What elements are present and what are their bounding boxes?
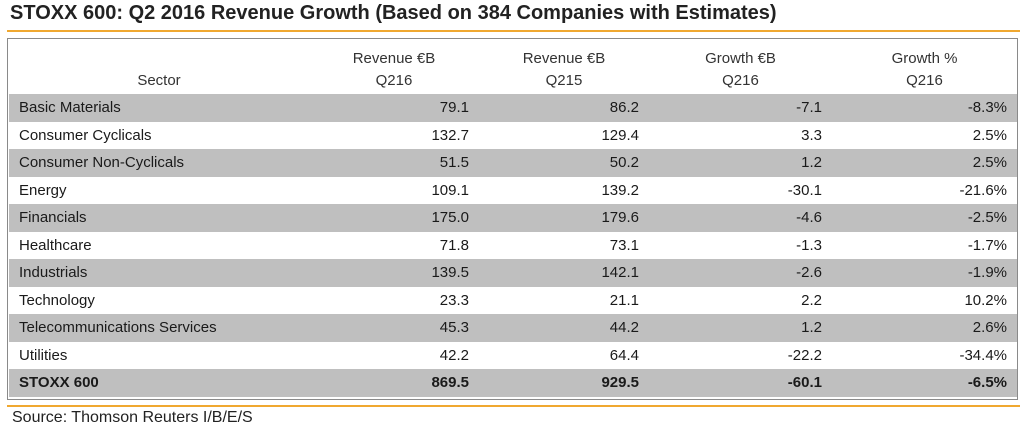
sector-cell: Consumer Non-Cyclicals xyxy=(9,149,309,177)
column-header: Growth €B xyxy=(705,50,776,67)
sector-cell: Industrials xyxy=(9,259,309,287)
value-cell: 44.2 xyxy=(479,314,649,342)
source-rule xyxy=(7,405,1020,407)
table-cell: 869.5 xyxy=(309,369,479,397)
table-row: Utilities 42.2 64.4 -22.2 -34.4% xyxy=(9,342,1017,370)
value-cell: 175.0 xyxy=(309,204,479,232)
column-header: Revenue €B xyxy=(352,50,436,67)
value-cell: -2.5% xyxy=(832,204,1017,232)
sector-cell: Technology xyxy=(19,291,95,309)
title-rule xyxy=(7,30,1020,32)
table-row: Healthcare 71.8 73.1 -1.3 -1.7% xyxy=(9,232,1017,260)
value-cell: 2.6% xyxy=(832,314,1017,342)
value-cell: 139.5 xyxy=(309,259,479,287)
sector-cell: Basic Materials xyxy=(9,94,309,122)
value-cell: 142.1 xyxy=(479,259,649,287)
column-header: Q215 xyxy=(545,72,583,89)
value-cell: 50.2 xyxy=(479,149,649,177)
value-cell: 1.2 xyxy=(649,149,832,177)
value-cell: -1.7% xyxy=(967,236,1007,254)
value-cell: 109.1 xyxy=(431,181,469,199)
sector-cell: Energy xyxy=(19,181,67,199)
value-cell: -4.6 xyxy=(649,204,832,232)
revenue-table: Revenue €B Revenue €B Growth €B Growth %… xyxy=(9,39,1017,397)
total-row: STOXX 600 869.5 929.5 -60.1 -6.5% xyxy=(9,369,1017,397)
value-cell: 42.2 xyxy=(439,346,469,364)
sector-cell: Financials xyxy=(9,204,309,232)
value-cell: 71.8 xyxy=(439,236,469,254)
value-cell: 129.4 xyxy=(601,126,639,144)
sector-cell: Healthcare xyxy=(19,236,92,254)
column-header: Q216 xyxy=(375,72,413,89)
table-row: Consumer Non-Cyclicals 51.5 50.2 1.2 2.5% xyxy=(9,149,1017,177)
value-cell: 10.2% xyxy=(964,291,1007,309)
value-cell: 23.3 xyxy=(439,291,469,309)
column-header: Q216 xyxy=(906,72,943,89)
value-cell: -21.6% xyxy=(959,181,1007,199)
value-cell: -22.2 xyxy=(787,346,822,364)
table-frame xyxy=(7,38,1018,400)
table-cell: STOXX 600 xyxy=(9,369,309,397)
value-cell: 2.5% xyxy=(832,149,1017,177)
column-header: Revenue €B xyxy=(522,50,606,67)
value-cell: -34.4% xyxy=(959,346,1007,364)
value-cell: 132.7 xyxy=(431,126,469,144)
value-cell: -7.1 xyxy=(649,94,832,122)
value-cell: 139.2 xyxy=(601,181,639,199)
value-cell: -30.1 xyxy=(787,181,822,199)
value-cell: 2.2 xyxy=(801,291,822,309)
sector-cell: Consumer Cyclicals xyxy=(19,126,152,144)
value-cell: 79.1 xyxy=(309,94,479,122)
value-cell: -1.3 xyxy=(796,236,822,254)
column-header xyxy=(9,39,309,67)
sector-cell: Telecommunications Services xyxy=(9,314,309,342)
value-cell: -8.3% xyxy=(832,94,1017,122)
table-cell: 929.5 xyxy=(479,369,649,397)
source-note: Source: Thomson Reuters I/B/E/S xyxy=(12,409,253,426)
value-cell: -1.9% xyxy=(832,259,1017,287)
value-cell: 86.2 xyxy=(479,94,649,122)
value-cell: 1.2 xyxy=(649,314,832,342)
table-cell: -60.1 xyxy=(649,369,832,397)
value-cell: 2.5% xyxy=(972,126,1007,144)
table-row: Consumer Cyclicals 132.7 129.4 3.3 2.5% xyxy=(9,122,1017,150)
header-row-2: Sector Q216 Q215 Q216 Q216 xyxy=(9,67,1017,94)
header-row-1: Revenue €B Revenue €B Growth €B Growth % xyxy=(9,39,1017,67)
table-row: Financials 175.0 179.6 -4.6 -2.5% xyxy=(9,204,1017,232)
column-header: Growth % xyxy=(891,50,958,67)
table-row: Basic Materials 79.1 86.2 -7.1 -8.3% xyxy=(9,94,1017,122)
table-cell: -6.5% xyxy=(832,369,1017,397)
table-row: Technology 23.3 21.1 2.2 10.2% xyxy=(9,287,1017,315)
value-cell: 73.1 xyxy=(609,236,639,254)
value-cell: 51.5 xyxy=(309,149,479,177)
table-row: Industrials 139.5 142.1 -2.6 -1.9% xyxy=(9,259,1017,287)
table-row: Energy 109.1 139.2 -30.1 -21.6% xyxy=(9,177,1017,205)
value-cell: 179.6 xyxy=(479,204,649,232)
value-cell: 45.3 xyxy=(309,314,479,342)
sector-cell: Utilities xyxy=(19,346,68,364)
chart-title: STOXX 600: Q2 2016 Revenue Growth (Based… xyxy=(10,2,777,24)
value-cell: 3.3 xyxy=(801,126,822,144)
table-row: Telecommunications Services 45.3 44.2 1.2 2.… xyxy=(9,314,1017,342)
value-cell: -2.6 xyxy=(649,259,832,287)
column-header: Sector xyxy=(137,72,181,89)
value-cell: 64.4 xyxy=(609,346,639,364)
value-cell: 21.1 xyxy=(609,291,639,309)
column-header: Q216 xyxy=(722,72,759,89)
